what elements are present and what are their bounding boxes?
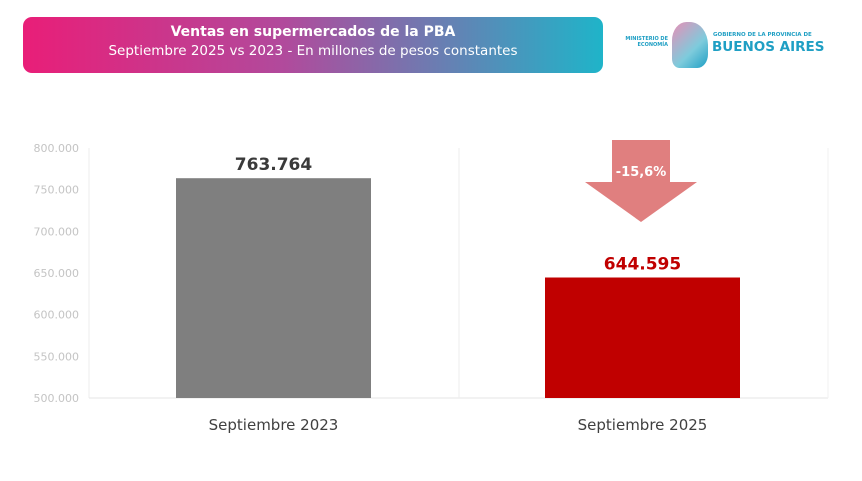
title-banner: Ventas en supermercados de la PBA Septie… [23, 17, 603, 73]
y-tick-label: 500.000 [34, 392, 80, 405]
data-label: 644.595 [604, 255, 681, 275]
y-tick-label: 750.000 [34, 184, 80, 197]
change-annotation: -15,6% [616, 165, 667, 180]
x-tick-label: Septiembre 2023 [209, 416, 339, 434]
ministry-label: MINISTERIO DE ECONOMÍA [625, 36, 668, 48]
y-tick-label: 550.000 [34, 350, 80, 363]
province-map-icon [672, 22, 708, 68]
bar-2 [545, 277, 740, 398]
data-label: 763.764 [235, 155, 313, 175]
y-tick-label: 650.000 [34, 267, 80, 280]
y-tick-label: 600.000 [34, 309, 80, 322]
x-tick-label: Septiembre 2025 [578, 416, 708, 434]
y-tick-label: 700.000 [34, 225, 80, 238]
chart-title: Ventas en supermercados de la PBA [170, 24, 456, 40]
province-label: BUENOS AIRES [712, 39, 825, 55]
bar-1 [176, 178, 371, 398]
government-label: GOBIERNO DE LA PROVINCIA DE [713, 32, 812, 38]
government-logo: MINISTERIO DE ECONOMÍA GOBIERNO DE LA PR… [620, 20, 830, 70]
chart-subtitle: Septiembre 2025 vs 2023 - En millones de… [108, 43, 518, 59]
down-arrow-icon [585, 140, 697, 222]
y-tick-label: 800.000 [34, 142, 80, 155]
